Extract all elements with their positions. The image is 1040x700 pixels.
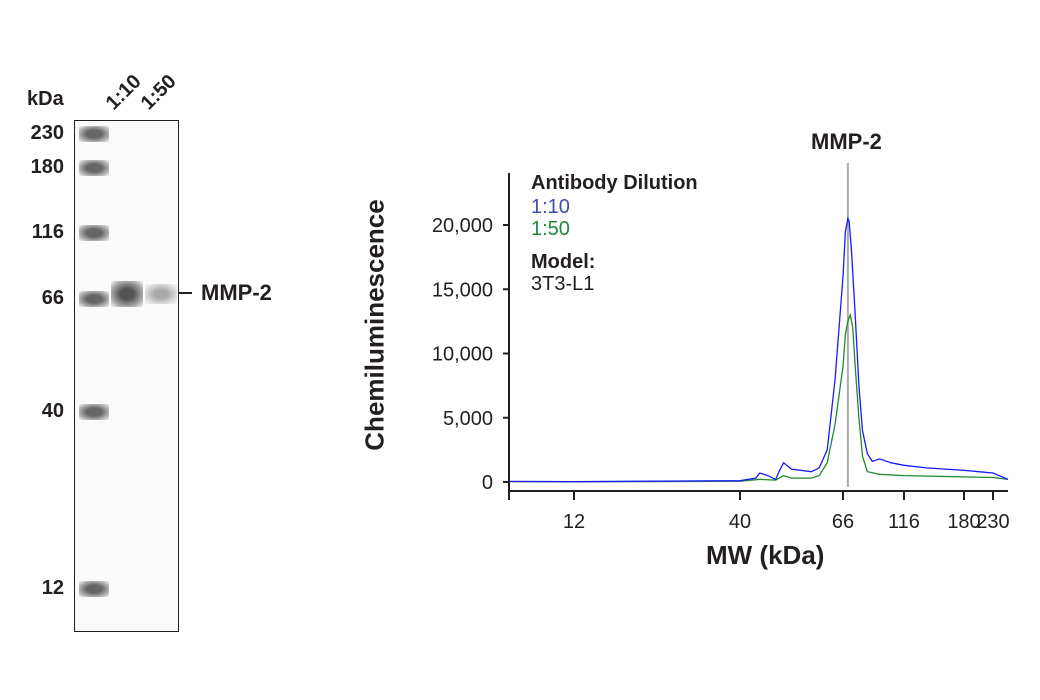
x-tick-label: 180 [947,511,980,533]
x-tick-label: 66 [832,511,854,533]
marker-label-230: 230 [30,122,64,144]
y-axis-label: Chemiluminescence [359,199,390,451]
band-pointer [179,292,192,294]
blot-image [74,120,179,632]
marker-label-180: 180 [30,156,64,178]
y-tick-label: 0 [482,472,493,494]
kda-label: kDa [27,88,64,110]
legend-title: Antibody Dilution [531,172,698,194]
x-tick-label: 116 [888,511,920,533]
band-1-10 [111,281,143,307]
legend-series-1: 1:10 [531,196,570,218]
ladder-band-180 [79,160,109,176]
marker-label-116: 116 [31,221,64,243]
y-tick-label: 15,000 [432,279,493,301]
ladder-band-230 [79,126,109,142]
band-label: MMP-2 [201,280,272,305]
band-1-50 [145,284,177,304]
y-tick-label: 10,000 [432,344,493,366]
chart-title: MMP-2 [811,129,882,154]
x-tick-label: 12 [563,511,585,533]
x-axis-label: MW (kDa) [706,540,825,570]
ladder-band-66 [79,291,109,307]
marker-label-40: 40 [41,400,64,422]
lane-label-1: 1:10 [101,70,146,115]
y-tick-label: 20,000 [432,215,493,237]
y-tick-label: 5,000 [443,408,493,430]
marker-label-66: 66 [41,287,64,309]
x-tick-label: 230 [976,511,1009,533]
marker-label-12: 12 [41,577,64,599]
ladder-band-12 [79,581,109,597]
legend-series-2: 1:50 [531,218,570,240]
series-line-1-50 [508,312,1009,483]
ladder-band-40 [79,404,109,420]
x-tick-label: 40 [729,511,751,533]
legend-model-title: Model: [531,251,596,273]
lane-label-2: 1:50 [136,70,181,115]
legend-model: 3T3-L1 [531,273,595,295]
ladder-band-116 [79,225,109,241]
